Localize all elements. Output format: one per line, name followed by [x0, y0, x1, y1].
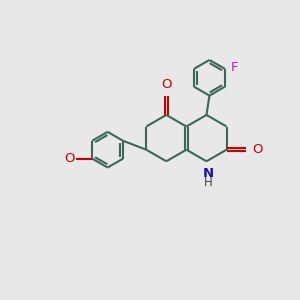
Text: H: H: [204, 176, 212, 189]
Text: O: O: [252, 143, 262, 156]
Text: N: N: [202, 167, 214, 180]
Text: O: O: [64, 152, 74, 165]
Text: F: F: [231, 61, 238, 74]
Text: O: O: [161, 78, 172, 92]
